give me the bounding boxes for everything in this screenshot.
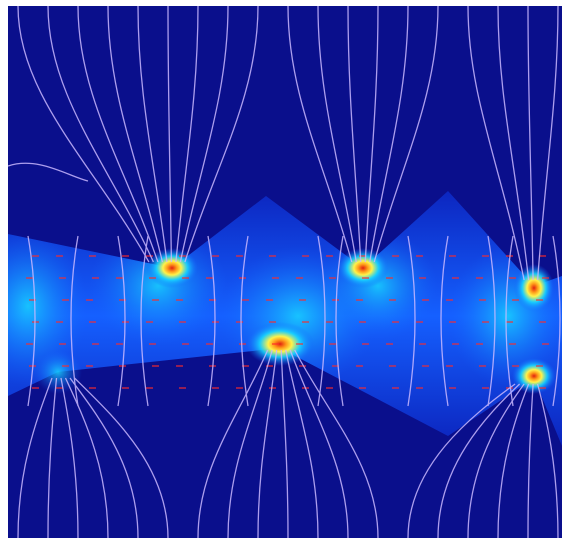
hotspot-lower-3 [34,350,82,394]
field-line-bottom-12 [294,349,379,538]
hotspot-upper-1 [146,248,198,288]
field-line-gap-12 [552,235,561,407]
hotspot-upper-2 [337,248,389,288]
field-line-gap-6 [317,235,326,407]
field-line-bottom-13 [407,383,516,538]
field-line-top-18 [536,6,559,281]
field-line-bottom-6 [197,349,269,538]
field-line-gap-11 [505,235,514,407]
field-line-top-12 [364,6,379,263]
field-line-top-8 [184,6,259,263]
field-line-top-2 [77,6,159,263]
field-line-gap-10 [487,235,496,407]
field-line-top-13 [369,6,409,263]
field-line-gap-8 [407,235,416,407]
field-line-top-0 [17,6,150,263]
field-line-top-3 [107,6,164,263]
field-line-bottom-5 [74,377,169,538]
field-line-top-4 [137,6,168,263]
field-line-bottom-15 [467,383,525,538]
field-line-top-7 [179,6,229,263]
field-line-bottom-14 [437,383,521,538]
field-line-bottom-10 [285,349,319,538]
field-line-top-15 [467,6,525,281]
field-line-gap-7 [335,235,344,407]
field-line-gap-3 [140,235,149,407]
field-line-bottom-17 [527,383,534,538]
field-line-gap-2 [117,235,126,407]
field-line-gap-5 [240,235,249,407]
field-line-top-16 [497,6,530,281]
field-line-bottom-16 [497,383,530,538]
field-line-top-5 [167,6,173,263]
field-plot [8,6,562,538]
field-line-top-14 [373,6,439,263]
field-line-top-1 [47,6,154,263]
field-line-top-6 [175,6,199,263]
field-line-bottom-18 [536,383,559,538]
field-line-top-17 [527,6,534,281]
field-line-top-9 [287,6,353,263]
field-line-bottom-7 [227,349,273,538]
field-line-top-11 [347,6,362,263]
field-line-bottom-1 [47,377,58,538]
field-line-left [8,162,89,182]
field-line-bottom-4 [69,377,139,538]
field-line-bottom-3 [64,377,109,538]
field-line-gap-4 [207,235,216,407]
field-line-bottom-8 [257,349,278,538]
field-line-bottom-2 [60,377,79,538]
field-line-gap-9 [440,235,449,407]
field-line-top-10 [317,6,357,263]
field-line-bottom-11 [289,349,349,538]
field-line-bottom-9 [280,349,289,538]
hotspot-lower-2 [512,358,556,394]
field-line-bottom-0 [17,377,53,538]
hotspot-upper-3 [514,264,554,312]
contour-lines [8,6,561,538]
field-line-gap-0 [27,235,36,407]
field-line-gap-1 [70,235,79,407]
hotspot-lower-1 [246,322,314,366]
vector-arrows [26,255,549,389]
